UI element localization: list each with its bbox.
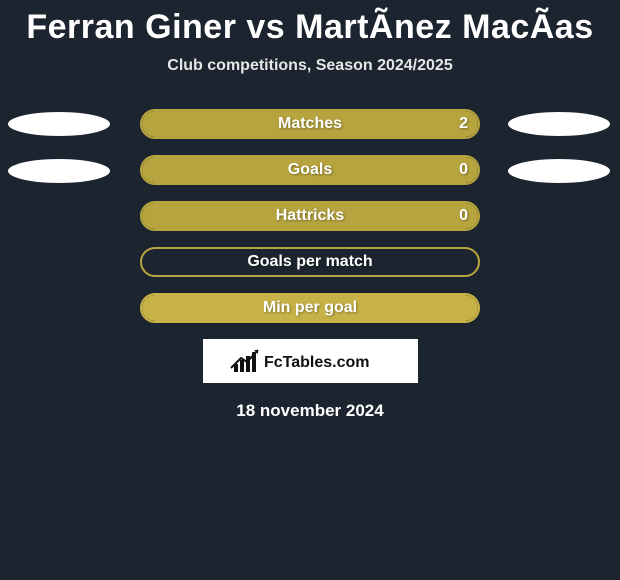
stat-rows: Matches2Goals0Hattricks0Goals per matchM… — [0, 109, 620, 323]
stat-value: 0 — [444, 155, 468, 185]
brand-text: FcTables.com — [264, 354, 370, 371]
stat-row: Matches2 — [0, 109, 620, 139]
page-title: Ferran Giner vs MartÃ­nez MacÃ­as — [0, 0, 620, 47]
player-left-pellet — [8, 159, 110, 183]
stat-label: Goals per match — [140, 247, 480, 277]
player-right-pellet — [508, 112, 610, 136]
brand-badge: FcTables.com — [203, 339, 418, 383]
snapshot-date: 18 november 2024 — [0, 401, 620, 421]
player-left-pellet — [8, 112, 110, 136]
stat-value: 2 — [444, 109, 468, 139]
stat-row: Goals0 — [0, 155, 620, 185]
brand-logo-icon: FcTables.com — [230, 346, 390, 376]
stat-label: Min per goal — [140, 293, 480, 323]
comparison-card: Ferran Giner vs MartÃ­nez MacÃ­as Club c… — [0, 0, 620, 580]
stat-label: Matches — [140, 109, 480, 139]
stat-row: Goals per match — [0, 247, 620, 277]
stat-row: Hattricks0 — [0, 201, 620, 231]
stat-label: Goals — [140, 155, 480, 185]
stat-value: 0 — [444, 201, 468, 231]
player-right-pellet — [508, 159, 610, 183]
stat-label: Hattricks — [140, 201, 480, 231]
page-subtitle: Club competitions, Season 2024/2025 — [0, 57, 620, 75]
stat-row: Min per goal — [0, 293, 620, 323]
